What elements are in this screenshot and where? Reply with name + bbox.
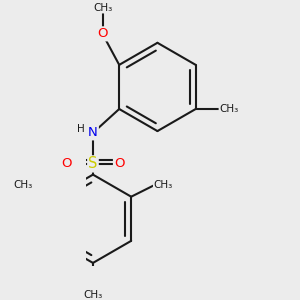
Text: CH₃: CH₃ bbox=[13, 180, 32, 190]
Text: CH₃: CH₃ bbox=[154, 180, 173, 190]
Text: CH₃: CH₃ bbox=[83, 290, 103, 300]
Text: S: S bbox=[88, 156, 98, 171]
Text: H: H bbox=[77, 124, 85, 134]
Text: CH₃: CH₃ bbox=[219, 104, 239, 114]
Text: N: N bbox=[88, 126, 98, 140]
Text: O: O bbox=[97, 27, 108, 40]
Text: O: O bbox=[114, 158, 124, 170]
Text: O: O bbox=[61, 158, 72, 170]
Text: CH₃: CH₃ bbox=[93, 3, 112, 13]
